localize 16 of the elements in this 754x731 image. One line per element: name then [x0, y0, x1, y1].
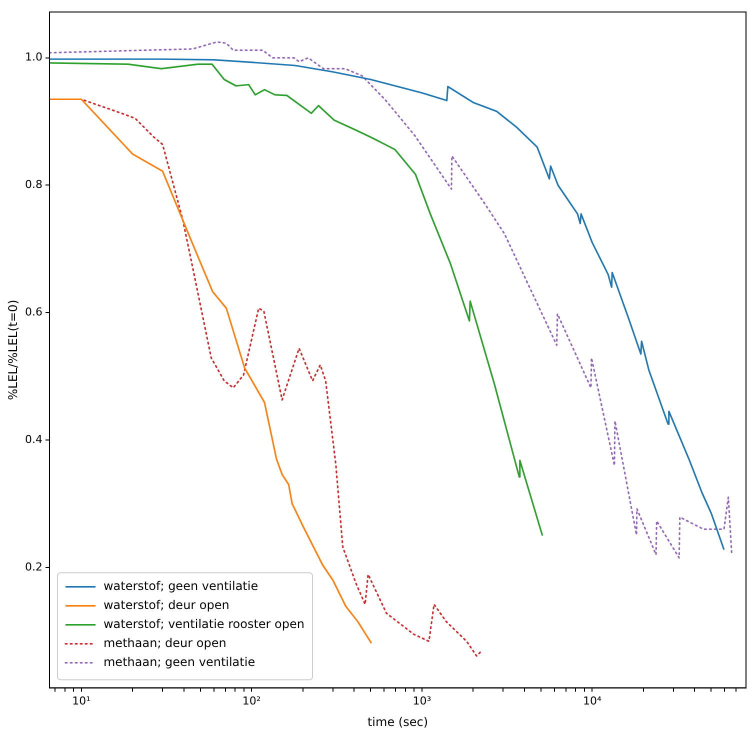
x-axis-title: time (sec) [367, 715, 428, 730]
y-axis-title: %LEL/%LEL(t=0) [6, 300, 20, 400]
legend-label: methaan; geen ventilatie [103, 654, 256, 669]
x-tick-label: 10¹ [72, 694, 91, 708]
legend-label: methaan; deur open [103, 636, 226, 650]
legend-label: waterstof; deur open [103, 598, 230, 612]
x-tick-label: 10² [242, 694, 261, 708]
legend-label: waterstof; geen ventilatie [103, 578, 258, 593]
y-tick-label: 0.4 [24, 432, 42, 446]
y-tick-label: 0.6 [24, 306, 42, 318]
x-tick-label: 10³ [412, 694, 432, 708]
y-tick-label: 0.8 [24, 178, 42, 192]
y-tick-label: 0.2 [24, 560, 42, 574]
y-tick-label: 1.0 [24, 50, 42, 64]
legend-label: waterstof; ventilatie rooster open [103, 616, 305, 631]
x-tick-label: 10⁴ [583, 694, 602, 708]
